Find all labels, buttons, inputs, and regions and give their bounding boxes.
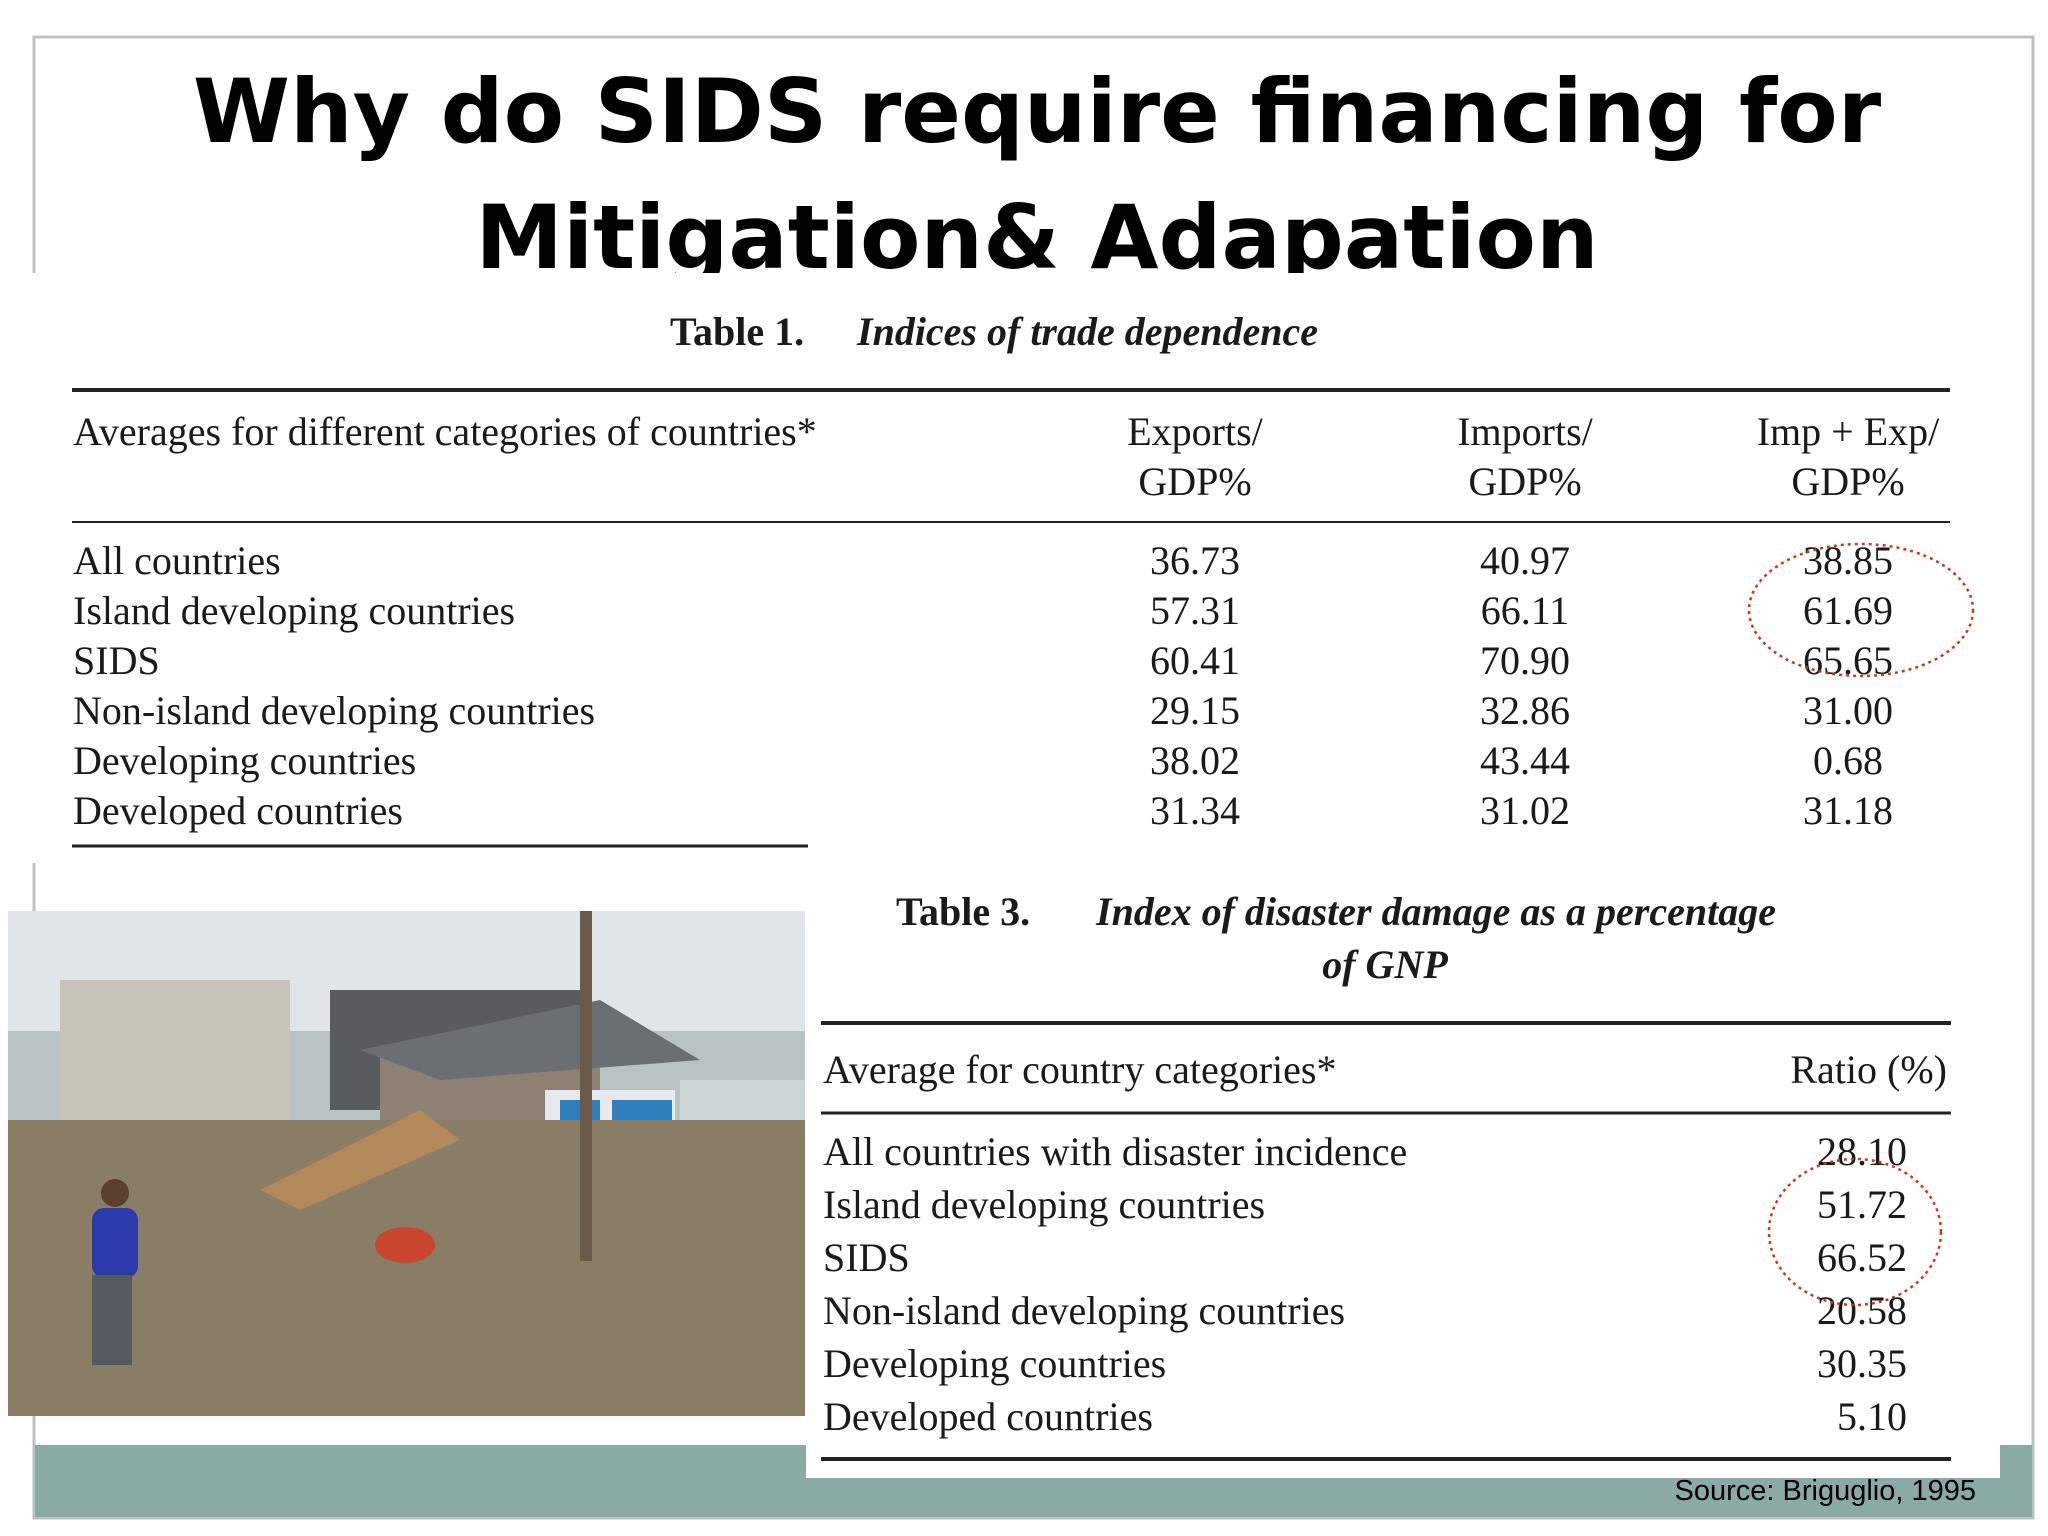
table-number: Table 1.: [670, 309, 804, 354]
column-header: Imports/: [1457, 409, 1593, 454]
row-label: Developed countries: [823, 1394, 1153, 1439]
column-header: Average for country categories*: [823, 1047, 1336, 1092]
cell-value: 5.10: [1837, 1394, 1907, 1439]
cell-value: 28.10: [1817, 1129, 1907, 1174]
column-header: Exports/: [1127, 409, 1263, 454]
cell-value: 29.15: [1150, 688, 1240, 733]
cell-value: 40.97: [1480, 538, 1570, 583]
row-label: SIDS: [823, 1235, 910, 1280]
row-label: Island developing countries: [73, 588, 515, 633]
column-header: Ratio (%): [1790, 1047, 1947, 1092]
cell-value: 70.90: [1480, 638, 1570, 683]
row-label: All countries with disaster incidence: [823, 1129, 1407, 1174]
column-header: GDP%: [1791, 459, 1904, 504]
cell-value: 20.58: [1817, 1288, 1907, 1333]
highlight-circle: [1747, 542, 1975, 678]
flood-photo: [8, 911, 805, 1416]
cell-value: 66.52: [1817, 1235, 1907, 1280]
row-label: Non-island developing countries: [73, 688, 595, 733]
cell-value: 31.34: [1150, 788, 1240, 833]
table3-panel: [806, 865, 2000, 1478]
cell-value: 31.18: [1803, 788, 1893, 833]
cell-value: 61.69: [1803, 588, 1893, 633]
highlight-circle: [1767, 1157, 1943, 1307]
source-note: Source: Briguglio, 1995: [1675, 1475, 1976, 1507]
cell-value: 30.35: [1817, 1341, 1907, 1386]
table3: Table 3. Index of disaster damage as a pe…: [821, 889, 1951, 1461]
table-caption: Indices of trade dependence: [856, 309, 1318, 354]
row-label: Developing countries: [73, 738, 416, 783]
row-label: Non-island developing countries: [823, 1288, 1345, 1333]
cell-value: 51.72: [1817, 1182, 1907, 1227]
column-header: Averages for different categories of cou…: [73, 409, 817, 454]
cell-value: 60.41: [1150, 638, 1240, 683]
column-header: GDP%: [1468, 459, 1581, 504]
row-label: All countries: [73, 538, 281, 583]
title-line: Mitigation& Adapation: [475, 186, 1598, 289]
row-label: Developed countries: [73, 788, 403, 833]
cell-value: 38.02: [1150, 738, 1240, 783]
cell-value: 31.00: [1803, 688, 1893, 733]
table1-panel: [28, 273, 2000, 863]
column-header: Imp + Exp/: [1757, 409, 1940, 454]
row-label: Developing countries: [823, 1341, 1166, 1386]
column-header: GDP%: [1138, 459, 1251, 504]
cell-value: 57.31: [1150, 588, 1240, 633]
title-line: Why do SIDS require financing for: [193, 60, 1882, 163]
row-label: Island developing countries: [823, 1182, 1265, 1227]
cell-value: 0.68: [1813, 738, 1883, 783]
cell-value: 32.86: [1480, 688, 1570, 733]
cell-value: 43.44: [1480, 738, 1570, 783]
cell-value: 31.02: [1480, 788, 1570, 833]
table1: Table 1. Indices of trade dependence Avera…: [72, 309, 1975, 848]
cell-value: 66.11: [1481, 588, 1570, 633]
table-caption: of GNP: [1322, 942, 1448, 987]
table-caption: Index of disaster damage as a percentage: [1095, 889, 1776, 934]
row-label: SIDS: [73, 638, 160, 683]
cell-value: 38.85: [1803, 538, 1893, 583]
table-number: Table 3.: [896, 889, 1030, 934]
cell-value: 36.73: [1150, 538, 1240, 583]
